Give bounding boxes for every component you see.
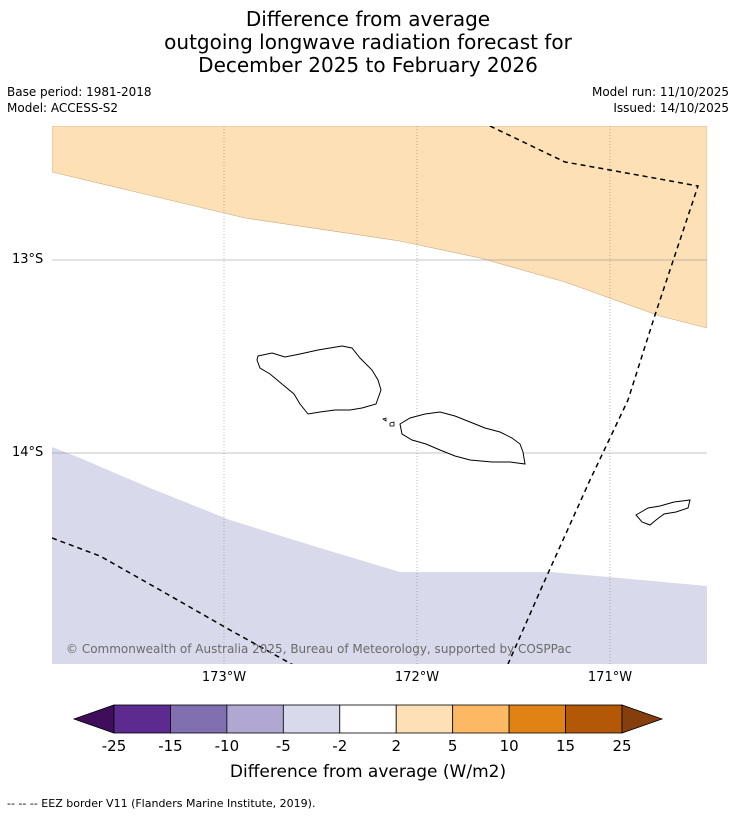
colorbar-arrow-low: [72, 704, 115, 734]
manono-islet: [382, 417, 387, 422]
eez-border-samoa-american-samoa: [489, 126, 699, 664]
model-name: Model: ACCESS-S2: [7, 101, 119, 115]
title-line-2: outgoing longwave radiation forecast for: [164, 30, 572, 54]
colorbar-swatch: [113, 704, 171, 734]
chart-title: Difference from average outgoing longwav…: [0, 8, 736, 77]
colorbar-tick-label: 25: [612, 737, 632, 755]
colorbar-swatch: [395, 704, 454, 734]
tutuila-island: [635, 499, 691, 526]
colorbar: [72, 704, 664, 734]
copyright-notice: © Commonwealth of Australia 2025, Bureau…: [66, 642, 572, 656]
upolu-island: [399, 411, 526, 465]
positive-anomaly-region: [52, 126, 707, 329]
eez-footnote: -- -- -- EEZ border V11 (Flanders Marine…: [7, 797, 316, 810]
base-period: Base period: 1981-2018: [7, 85, 152, 99]
lat-label-14s: 14°S: [12, 445, 44, 460]
colorbar-swatch: [565, 704, 623, 734]
model-run: Model run: 11/10/2025: [591, 85, 729, 99]
colorbar-swatch: [508, 704, 566, 734]
savaii-island: [256, 345, 382, 415]
meta-right: Model run: 11/10/2025 Issued: 14/10/2025: [592, 84, 729, 116]
colorbar-tick-label: 5: [447, 737, 458, 755]
colorbar-arrow-high: [621, 704, 664, 734]
map-area: [52, 126, 707, 664]
colorbar-tick-label: -15: [158, 737, 183, 755]
eez-border-tonga: [52, 537, 293, 664]
colorbar-label: Difference from average (W/m2): [229, 762, 507, 782]
colorbar-tick-label: 10: [499, 737, 519, 755]
meta-left: Base period: 1981-2018 Model: ACCESS-S2: [7, 84, 152, 116]
colorbar-tick-label: 2: [391, 737, 401, 755]
negative-anomaly-region: [52, 447, 707, 664]
colorbar-swatch: [226, 704, 284, 734]
colorbar-tick-label: -2: [332, 737, 348, 755]
lon-label-171w: 171°W: [587, 670, 633, 685]
colorbar-tick-label: -10: [214, 737, 240, 755]
title-line-1: Difference from average: [245, 7, 491, 31]
colorbar-tick-label: -5: [275, 737, 291, 755]
apolima-islet: [389, 421, 395, 427]
title-line-3: December 2025 to February 2026: [198, 53, 538, 77]
colorbar-tick-label: -25: [101, 737, 127, 755]
lon-label-173w: 173°W: [201, 670, 247, 685]
issued-date: Issued: 14/10/2025: [613, 101, 729, 115]
colorbar-tick-label: 15: [556, 737, 576, 755]
colorbar-swatch: [282, 704, 341, 734]
colorbar-swatch: [170, 704, 228, 734]
lon-label-172w: 172°W: [394, 670, 440, 685]
lat-label-13s: 13°S: [12, 252, 44, 267]
colorbar-swatch: [452, 704, 510, 734]
gridlines: [52, 126, 707, 664]
colorbar-swatch: [339, 704, 397, 734]
